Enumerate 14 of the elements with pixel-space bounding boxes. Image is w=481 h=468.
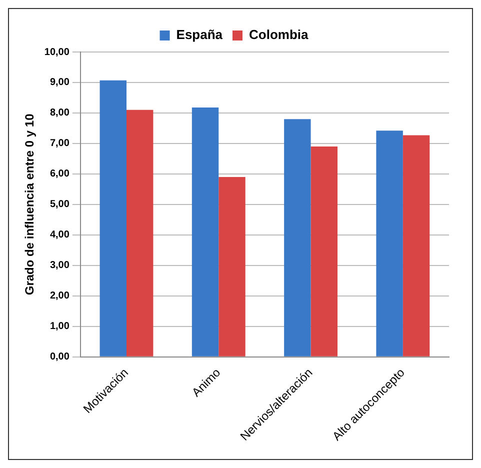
y-tick-label: 5,00 <box>50 199 70 210</box>
y-tick-label: 0,00 <box>50 352 70 363</box>
y-tick-label: 2,00 <box>50 290 70 302</box>
y-tick-label: 9,00 <box>50 77 70 88</box>
legend-label: España <box>176 27 224 42</box>
y-tick-label: 3,00 <box>50 260 70 272</box>
legend-label: Colombia <box>249 27 310 42</box>
y-tick-label: 4,00 <box>50 230 70 241</box>
y-axis-title: Grado de influencia entre 0 y 10 <box>22 113 37 296</box>
y-tick-label: 7,00 <box>50 138 70 150</box>
y-tick-label: 6,00 <box>50 168 70 180</box>
y-tick-label: 1,00 <box>50 321 70 332</box>
y-tick-label: 8,00 <box>50 108 70 119</box>
y-tick-label: 10,00 <box>44 46 70 58</box>
